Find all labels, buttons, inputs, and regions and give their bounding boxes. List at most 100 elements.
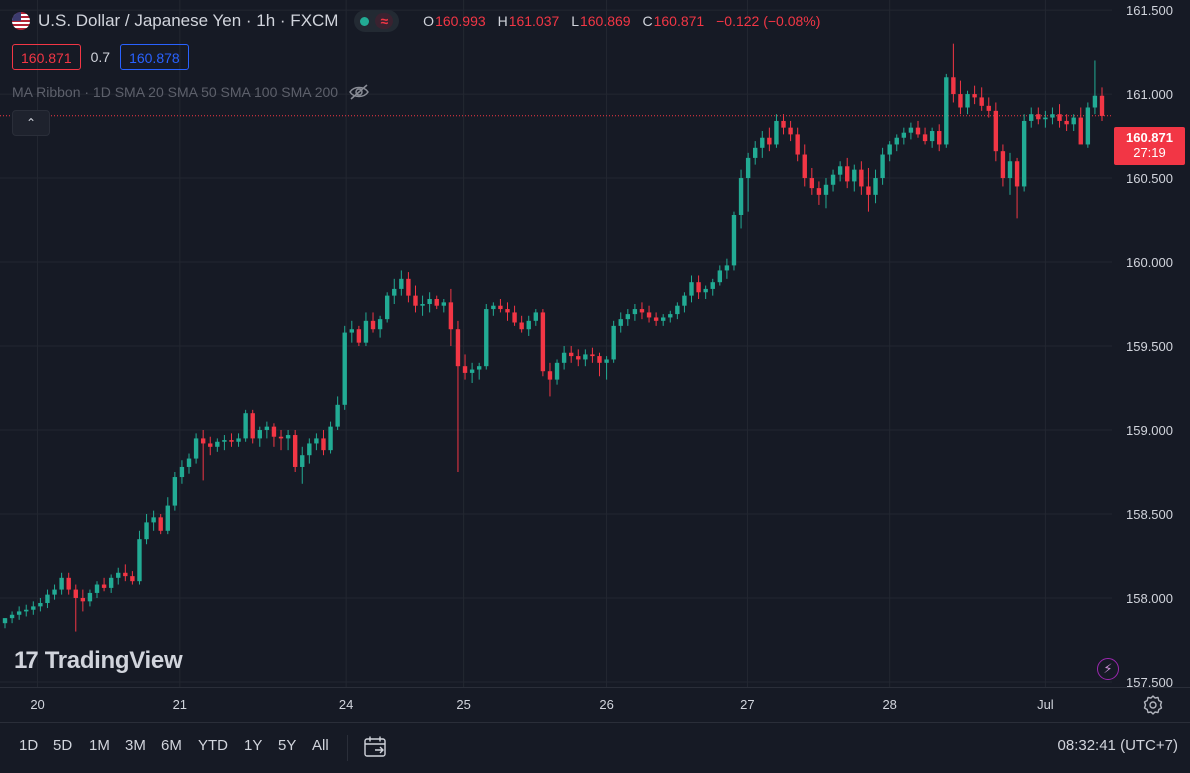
candle xyxy=(661,314,666,326)
candle xyxy=(958,80,963,115)
eye-off-icon[interactable] xyxy=(348,84,370,100)
candle-body xyxy=(937,131,942,145)
candle-body xyxy=(972,94,977,98)
usd-jpy-flag-icon xyxy=(12,12,30,30)
candle-body xyxy=(87,592,93,602)
candle xyxy=(1014,157,1020,219)
candle xyxy=(547,362,553,397)
bid-price-button[interactable]: 160.871 xyxy=(12,44,81,70)
range-5d-button[interactable]: 5D xyxy=(53,737,73,754)
candles-series xyxy=(2,43,1105,632)
candle xyxy=(689,275,694,303)
range-1d-button[interactable]: 1D xyxy=(19,737,39,754)
tradingview-logo-mark: 17 xyxy=(14,647,39,674)
candle-body xyxy=(887,144,892,155)
candle-body xyxy=(774,120,779,145)
candle-body xyxy=(186,458,192,467)
candle xyxy=(101,577,107,592)
candle-body xyxy=(682,295,687,306)
ask-price-button[interactable]: 160.878 xyxy=(120,44,189,70)
candle xyxy=(554,359,560,385)
candle-body xyxy=(1021,120,1027,187)
candle xyxy=(498,298,503,313)
candle-body xyxy=(767,137,772,145)
candle xyxy=(625,309,631,326)
candle xyxy=(1043,110,1048,128)
candle-body xyxy=(547,371,553,380)
candle-body xyxy=(250,413,255,439)
candle xyxy=(236,433,241,447)
low-key: L xyxy=(571,13,579,29)
candle-body xyxy=(406,278,411,296)
candle-body xyxy=(1071,117,1076,125)
range-all-button[interactable]: All xyxy=(312,737,329,754)
candle xyxy=(116,567,121,585)
indicator-label[interactable]: MA Ribbon · 1D SMA 20 SMA 50 SMA 100 SMA… xyxy=(12,84,339,100)
candle-body xyxy=(399,278,404,289)
candle xyxy=(837,161,843,182)
candle-body xyxy=(1014,161,1020,187)
candle xyxy=(604,356,609,380)
range-3m-button[interactable]: 3M xyxy=(125,737,146,754)
candle xyxy=(753,141,758,165)
settings-gear-icon[interactable] xyxy=(1142,694,1164,716)
candle-body xyxy=(1050,114,1055,118)
candlestick-chart[interactable]: 161.500 161.000 160.500 160.000 159.500 159.0… xyxy=(0,0,1190,722)
candle xyxy=(38,597,43,612)
tradingview-logo-text: TradingView xyxy=(44,647,183,674)
candle xyxy=(738,169,744,229)
range-1m-button[interactable]: 1M xyxy=(89,737,110,754)
go-to-date-icon[interactable] xyxy=(363,735,389,759)
candle xyxy=(399,270,404,296)
candle-body xyxy=(604,359,609,363)
symbol-title[interactable]: U.S. Dollar / Japanese Yen · 1h · FXCM xyxy=(38,11,339,30)
candle-body xyxy=(689,282,694,296)
close-key: C xyxy=(642,13,653,29)
candle xyxy=(1071,114,1076,132)
indicator-legend[interactable]: MA Ribbon · 1D SMA 20 SMA 50 SMA 100 SMA… xyxy=(12,84,370,100)
candle xyxy=(130,571,135,585)
candle-body xyxy=(915,127,921,135)
range-1y-button[interactable]: 1Y xyxy=(244,737,263,754)
candle xyxy=(944,73,949,148)
open-key: O xyxy=(423,13,435,29)
candle xyxy=(887,141,892,162)
candle xyxy=(335,396,340,431)
collapse-legend-button[interactable]: ⌃ xyxy=(12,110,50,136)
candle-body xyxy=(101,584,107,588)
range-6m-button[interactable]: 6M xyxy=(161,737,182,754)
candle-body xyxy=(94,584,100,593)
candle xyxy=(880,147,885,185)
candle xyxy=(1021,114,1027,192)
candle xyxy=(469,362,475,383)
candle xyxy=(845,157,850,189)
candle xyxy=(682,292,687,313)
high-key: H xyxy=(497,13,508,29)
candle xyxy=(632,304,638,321)
candle xyxy=(208,436,213,456)
market-status-pill[interactable]: ≈ xyxy=(354,10,400,32)
candle-body xyxy=(717,270,723,283)
price-axis[interactable]: 161.500 161.000 160.500 160.000 159.500 159.0… xyxy=(1126,3,1173,690)
candle xyxy=(922,127,928,145)
candle xyxy=(137,530,142,585)
range-ytd-button[interactable]: YTD xyxy=(198,737,228,754)
candle xyxy=(908,122,914,140)
candle-body xyxy=(866,186,871,195)
candle xyxy=(937,124,942,152)
candle xyxy=(16,606,22,620)
candle-body xyxy=(590,354,595,357)
candle xyxy=(979,87,984,111)
candle-body xyxy=(151,517,156,523)
lightning-bolt-icon[interactable]: ⚡ xyxy=(1097,658,1119,680)
time-axis[interactable]: 20 21 24 25 26 27 28 Jul xyxy=(30,697,1053,712)
candle xyxy=(646,305,652,323)
candle xyxy=(314,433,319,451)
tradingview-logo[interactable]: 17 TradingView xyxy=(14,647,183,675)
utc-clock[interactable]: 08:32:41 (UTC+7) xyxy=(1057,737,1178,754)
candle-body xyxy=(1078,117,1083,145)
candle-body xyxy=(314,438,319,444)
range-5y-button[interactable]: 5Y xyxy=(278,737,297,754)
candle-body xyxy=(462,366,468,373)
candle xyxy=(1099,87,1105,121)
